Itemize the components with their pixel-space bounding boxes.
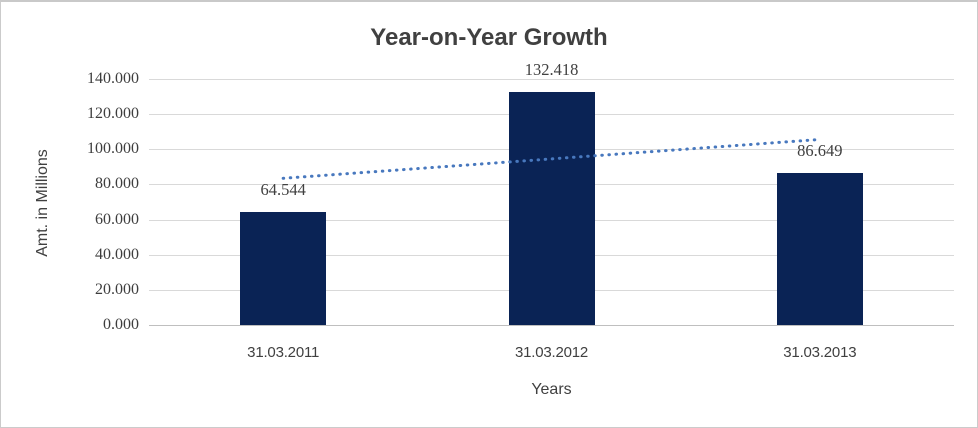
chart-title: Year-on-Year Growth	[370, 24, 608, 51]
y-tick-label: 120.000	[87, 105, 139, 123]
bar	[776, 172, 863, 325]
y-tick-label: 140.000	[87, 70, 139, 87]
y-tick-label: 100.000	[87, 140, 139, 158]
x-category-label: 31.03.2011	[247, 344, 320, 361]
x-category-label: 31.03.2012	[514, 344, 589, 361]
gridline	[149, 79, 954, 80]
y-tick-label: 40.000	[95, 245, 139, 263]
data-label: 64.544	[260, 179, 306, 199]
x-axis-labels: 31.03.2011 31.03.2012 31.03.2013	[149, 344, 954, 364]
plot-area: 64.544 132.418 86.649	[149, 60, 954, 326]
x-axis-title: Years	[531, 381, 572, 398]
y-tick-label: 60.000	[95, 210, 139, 228]
bar	[508, 92, 595, 325]
x-category-label: 31.03.2013	[783, 344, 857, 361]
y-axis-ticks: 0.000 20.000 40.000 60.000 80.000 100.000 120.…	[1, 70, 139, 333]
y-tick-label: 80.000	[95, 175, 139, 193]
y-tick-label: 20.000	[95, 280, 139, 298]
data-label: 132.418	[524, 60, 579, 80]
bar	[240, 211, 327, 325]
data-label: 86.649	[797, 140, 843, 160]
y-tick-label: 0.000	[103, 316, 139, 333]
